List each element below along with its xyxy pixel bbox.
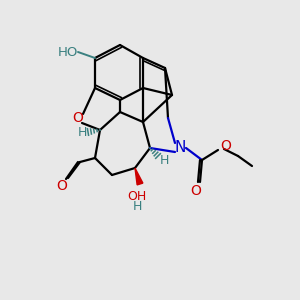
Text: HO: HO [58, 46, 78, 59]
Text: H: H [159, 154, 169, 166]
Text: O: O [57, 179, 68, 193]
Text: O: O [220, 139, 231, 153]
Text: OH: OH [128, 190, 147, 202]
Text: O: O [73, 111, 83, 125]
Text: N: N [174, 140, 186, 155]
Text: O: O [190, 184, 201, 198]
Text: H: H [77, 125, 87, 139]
Text: H: H [132, 200, 142, 212]
Polygon shape [135, 168, 143, 185]
